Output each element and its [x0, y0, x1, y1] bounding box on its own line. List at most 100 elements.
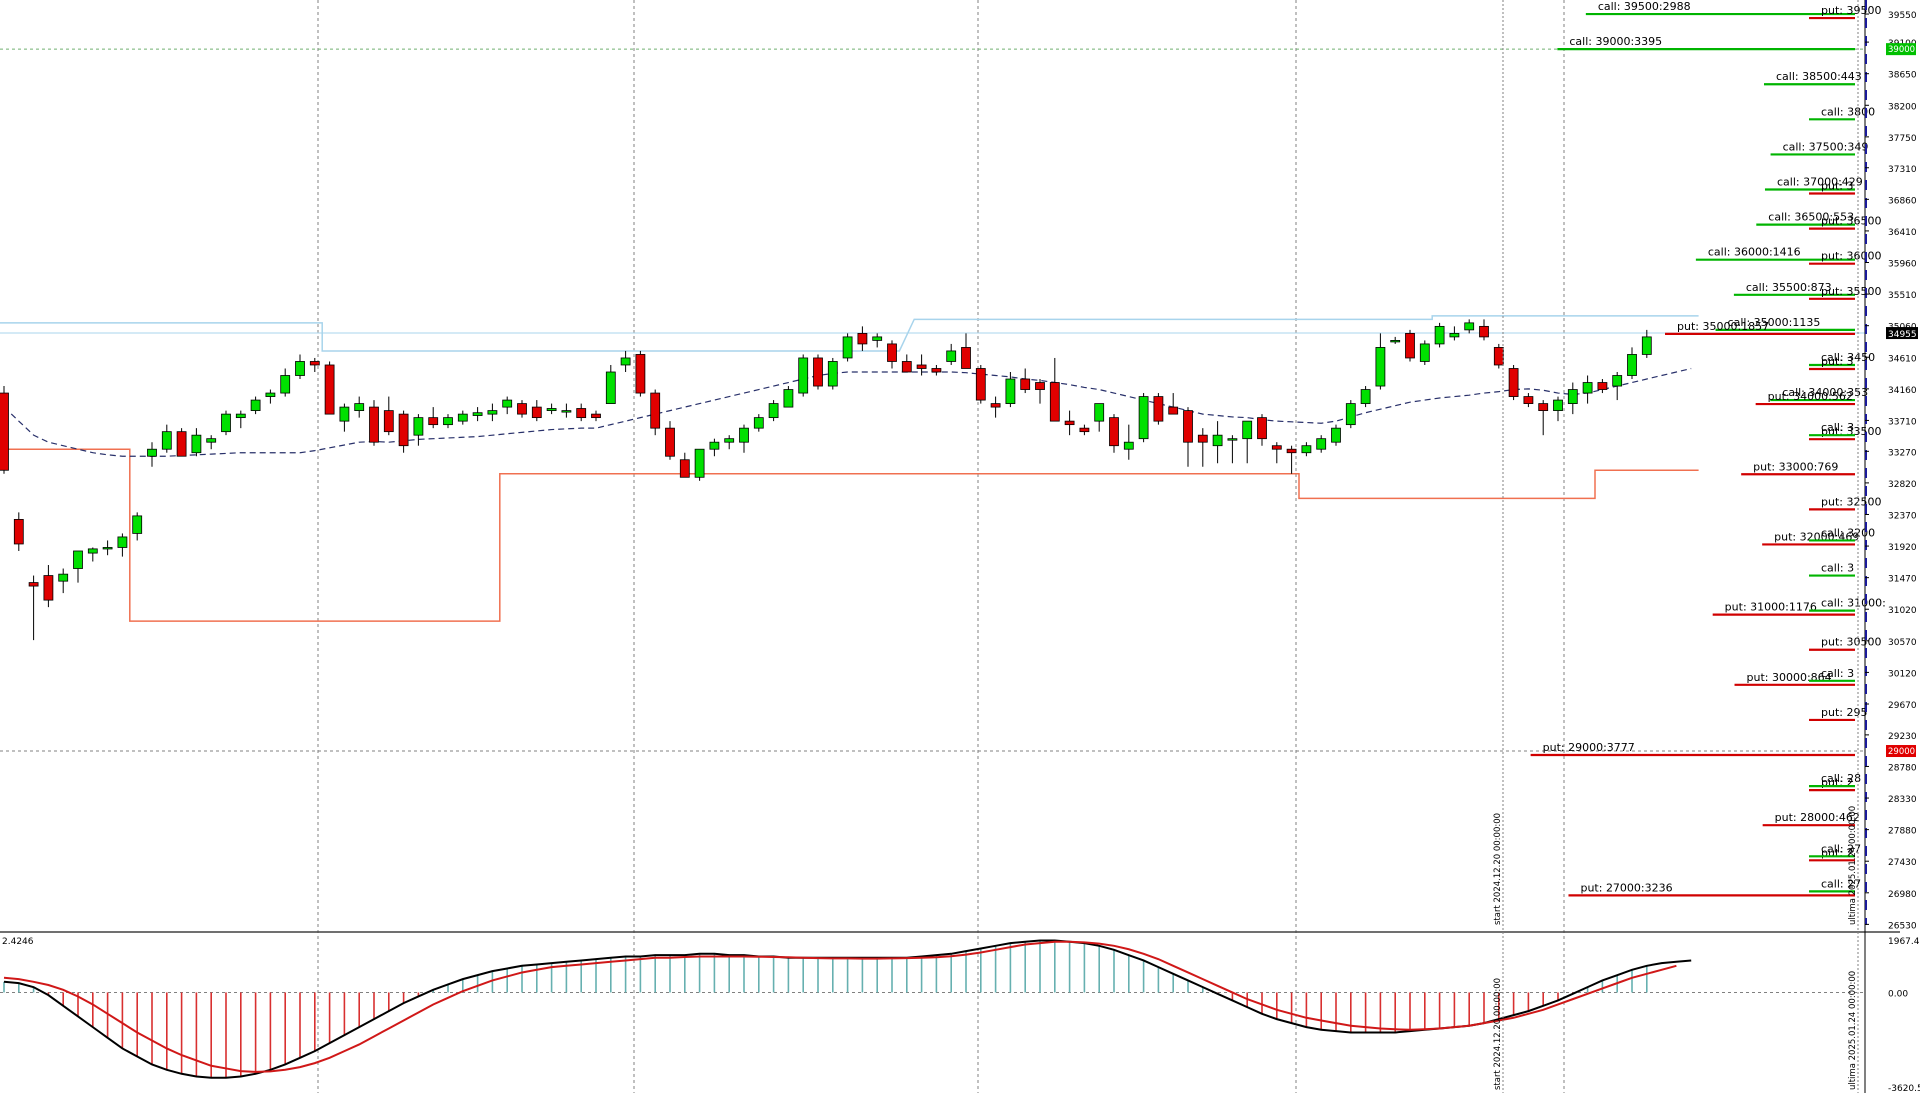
candle-body	[206, 438, 217, 443]
candle-97	[1434, 322, 1445, 348]
candle-body	[1212, 434, 1223, 447]
candle-body	[235, 413, 246, 419]
price-tick-label: 29670	[1888, 701, 1917, 711]
candle-body	[457, 413, 468, 422]
option-level-call-34500: call: 3450	[1809, 351, 1875, 367]
option-level-label: put: 295	[1821, 706, 1867, 719]
candle-body	[309, 361, 320, 366]
candle-52	[768, 400, 779, 422]
candle-38	[561, 403, 572, 418]
candle-body	[946, 350, 957, 362]
candle-body	[1627, 354, 1637, 376]
candle-100	[1479, 319, 1489, 341]
candle-body	[1641, 336, 1652, 355]
candle-51	[753, 414, 764, 432]
candle-body	[428, 417, 439, 426]
candle-body	[783, 389, 794, 408]
option-level-label: put: 36500	[1821, 215, 1881, 228]
candle-body	[1183, 410, 1193, 443]
option-level-label: put: 35500	[1821, 285, 1881, 298]
candle-98	[1449, 326, 1460, 341]
candle-body	[1553, 399, 1563, 412]
option-level-put-34500: put: 3	[1809, 355, 1855, 371]
price-tick-label: 31020	[1888, 606, 1917, 616]
option-level-put-37000: put: 3	[1809, 180, 1855, 195]
candle-39	[576, 403, 587, 422]
candle-body	[1227, 438, 1238, 441]
option-level-call-34000: call: 34000:353	[1770, 386, 1868, 402]
option-level-call-27000: call: 27	[1809, 877, 1861, 893]
lower-band-line	[0, 448, 1699, 622]
price-tick-label: 30570	[1888, 638, 1917, 648]
price-tick-label: 38200	[1888, 102, 1917, 112]
option-level-label: call: 3200	[1821, 526, 1875, 539]
candle-58	[857, 326, 868, 351]
candle-93	[1375, 333, 1386, 390]
candle-33	[487, 403, 498, 422]
candle-80	[1183, 407, 1193, 467]
candle-30	[443, 414, 453, 429]
price-tick-label: 34610	[1888, 354, 1917, 364]
candle-50	[739, 424, 749, 453]
candle-10	[147, 442, 157, 467]
candle-body	[1375, 347, 1386, 387]
option-level-call-36500: call: 36500:553	[1756, 211, 1855, 226]
candle-102	[1508, 364, 1519, 401]
option-levels-layer: call: 39500:2988 call: 39000:3395 call: 38…	[1530, 0, 1886, 897]
candle-body	[1508, 368, 1519, 397]
vertical-marker-label-osc: start 2024.12.20 00:00:00	[1493, 978, 1503, 1090]
candle-body	[1064, 420, 1075, 426]
moving-average-line	[3, 367, 1692, 457]
candle-75	[1109, 414, 1119, 453]
vertical-markers: start 2024.12.20 00:00:00 start 2024.12.2…	[1493, 0, 1859, 1093]
candle-46	[679, 452, 690, 478]
candle-body	[383, 410, 394, 433]
candle-4	[58, 568, 69, 594]
candle-83	[1227, 435, 1238, 464]
option-level-label: call: 37000:429	[1777, 176, 1863, 189]
candle-9	[132, 512, 143, 541]
candle-32	[472, 407, 483, 422]
candle-78	[1153, 393, 1164, 425]
candle-48	[709, 438, 720, 457]
candle-body	[250, 399, 261, 412]
candle-body	[280, 375, 291, 394]
candle-body	[679, 459, 690, 478]
candle-body	[546, 408, 557, 412]
candle-body	[1242, 420, 1253, 440]
price-tick-label: 33710	[1888, 417, 1917, 427]
candle-82	[1212, 421, 1223, 464]
candle-body	[1419, 343, 1430, 362]
candle-body	[13, 518, 24, 545]
candle-body	[1005, 378, 1016, 404]
candle-55	[813, 354, 823, 390]
candle-14	[206, 435, 217, 450]
candle-17	[250, 396, 261, 415]
option-level-call-30000: call: 3	[1809, 667, 1855, 682]
candle-91	[1345, 400, 1356, 429]
option-level-label: call: 31000:	[1821, 597, 1886, 610]
candle-107	[1582, 375, 1593, 404]
candle-109	[1612, 372, 1623, 401]
option-level-label: call: 35500:873	[1746, 281, 1832, 294]
price-tick-label: 27880	[1888, 827, 1917, 837]
candle-body	[1123, 441, 1134, 450]
candle-56	[827, 357, 838, 390]
option-level-call-33500: call: 3	[1809, 421, 1855, 437]
candle-body	[1582, 382, 1593, 394]
candle-27	[398, 410, 409, 453]
upper-band-line	[0, 315, 1699, 352]
option-level-label: call: 37500:349	[1783, 140, 1869, 153]
candle-1	[13, 512, 24, 551]
candle-108	[1597, 379, 1608, 394]
option-level-label: call: 3	[1821, 562, 1854, 575]
candle-36	[531, 400, 542, 422]
candle-body	[931, 368, 942, 373]
candle-66	[975, 364, 986, 404]
price-tick-label: 35510	[1888, 291, 1917, 301]
candle-body	[147, 448, 157, 457]
osc-axis-label: 0.00	[1888, 989, 1908, 999]
candle-body	[531, 406, 542, 419]
